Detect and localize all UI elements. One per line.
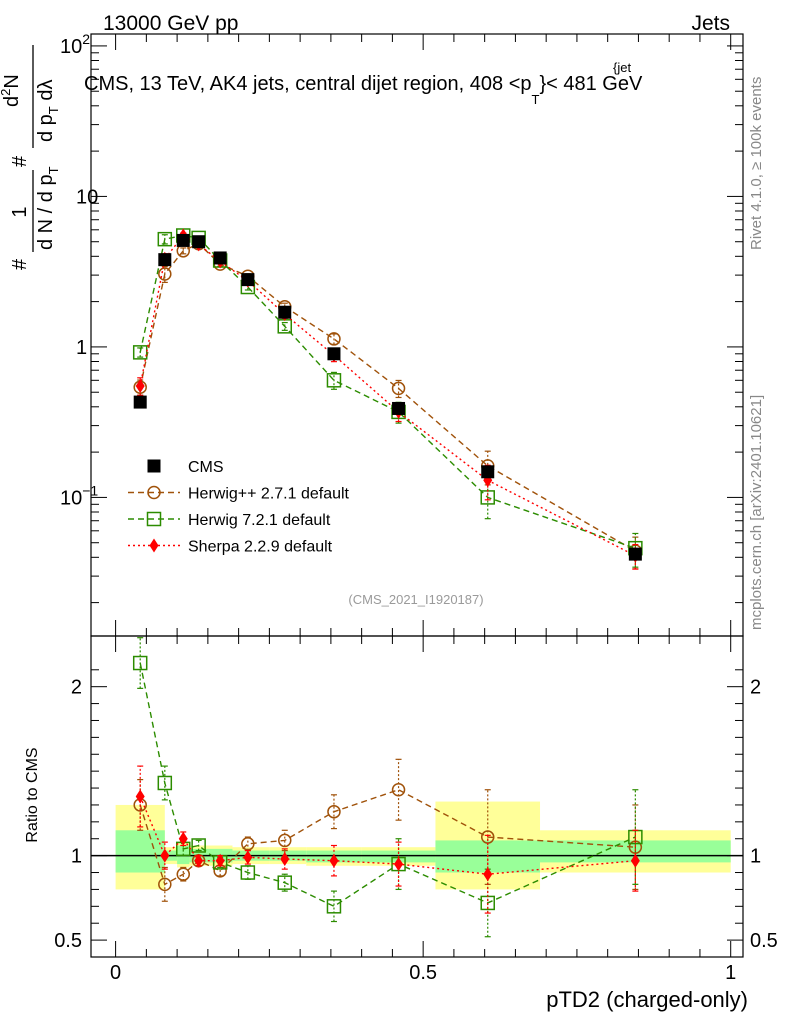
point-cms [158,253,172,267]
legend-label-herwigpp: Herwig++ 2.7.1 default [188,486,350,503]
x-tick-label: 0 [110,962,121,984]
ylabel-hash-1: # [9,258,31,270]
ratio-point-herwig7 [277,875,293,890]
y-tick-label: 10−1 [60,482,98,509]
ylabel-frac2-den: d pT dλ [35,80,61,142]
y-tick-label: 10 [76,186,98,208]
ratio-point-sherpa [630,853,640,868]
ratio-line-herwig7 [139,662,636,908]
ylabel-frac1-den: d N / d pT [35,166,61,250]
x-tick-label: 1 [725,962,736,984]
ratio-y-tick-label-right: 2 [750,677,761,699]
legend-marker-sherpa [149,538,159,553]
y-axis-label: # 1 d N / d pT # d2N d pT dλ [0,45,61,270]
ratio-y-tick-label: 0.5 [54,930,82,952]
point-cms [133,395,147,409]
legend: CMS Herwig++ 2.7.1 default Herwig 7.2.1 de… [128,459,350,556]
ratio-point-sherpa [280,852,290,867]
ratio-point-herwigpp [278,833,292,848]
point-cms [392,401,406,415]
ratio-point-herwig7 [240,865,256,880]
ratio-point-sherpa [135,789,145,804]
ratio-point-sherpa [243,850,253,865]
point-cms [628,547,642,561]
ylabel-hash-2: # [9,155,31,167]
point-herwigpp [327,332,341,346]
ratio-y-tick-label-right: 1 [750,846,761,868]
point-cms [481,465,495,479]
jets-label: Jets [691,12,730,35]
legend-marker-cms [147,459,161,473]
x-tick-label: 0.5 [409,962,437,984]
ratio-point-herwig7 [132,655,148,671]
ratio-point-sherpa [194,853,204,868]
ratio-point-sherpa [215,853,225,868]
ratio-point-sherpa [483,867,493,882]
y-tick-label: 1 [76,337,87,359]
ratio-y-label: Ratio to CMS [24,747,41,842]
point-herwig7 [326,373,342,388]
title-sup: {jet [613,60,631,75]
ratio-point-sherpa [329,853,339,868]
legend-label-herwig7: Herwig 7.2.1 default [188,512,331,529]
ylabel-frac2-num: d2N [0,74,23,107]
point-herwigpp [158,267,172,281]
ratio-point-herwig7 [191,838,206,853]
title-main: CMS, 13 TeV, AK4 jets, central dijet reg… [84,73,532,95]
ratio-point-herwigpp [391,782,406,797]
title-sub: T [532,92,540,107]
point-cms [241,273,255,287]
ratio-line-herwigpp [139,788,636,886]
point-cms [176,233,190,247]
series-line-sherpa [139,234,636,557]
ratio-frame [90,635,744,958]
y-tick-label: 102 [60,31,90,58]
ratio-point-sherpa [160,848,170,863]
chart-title: CMS, 13 TeV, AK4 jets, central dijet reg… [84,73,643,107]
ratio-point-herwig7 [157,775,173,791]
mcplots-label: mcplots.cern.ch [arXiv:2401.10621] [748,395,765,630]
legend-marker-herwigpp [147,485,161,500]
ratio-y-tick-label-right: 0.5 [750,930,778,952]
uncertainty-band-inner [115,830,165,873]
rivet-label: Rivet 4.1.0, ≥ 100k events [748,77,765,250]
ratio-point-herwigpp [158,877,172,892]
point-sherpa [135,378,145,393]
ratio-panel: 0.5 0.5 1 1 2 2 0 0.5 1 [54,635,778,984]
point-cms [327,347,341,361]
energy-label: 13000 GeV pp [103,12,238,35]
ratio-y-tick-label: 2 [71,677,82,699]
ratio-point-herwigpp [480,830,495,844]
point-cms [213,251,227,265]
ratio-y-tick-label: 1 [71,846,82,868]
point-herwigpp [391,381,406,396]
ratio-point-herwigpp [176,867,191,881]
point-herwig7 [132,345,148,360]
legend-label-sherpa: Sherpa 2.2.9 default [188,539,333,556]
point-herwig7 [157,231,173,247]
point-cms [192,235,206,249]
point-cms [278,305,292,319]
main-panel: 10−1 1 10 102 [60,31,744,637]
legend-marker-herwig7 [146,511,162,527]
analysis-watermark: (CMS_2021_I1920187) [348,592,483,607]
title-end: }< 481 GeV [539,73,643,95]
x-axis-label: pTD2 (charged-only) [546,987,748,1012]
ylabel-frac1-num: 1 [9,206,31,217]
ratio-point-sherpa [178,831,188,846]
ratio-point-herwigpp [241,837,255,851]
ratio-point-herwig7 [326,899,342,914]
ratio-point-sherpa [394,857,404,872]
ratio-point-herwigpp [327,804,341,819]
legend-label-cms: CMS [188,459,224,476]
